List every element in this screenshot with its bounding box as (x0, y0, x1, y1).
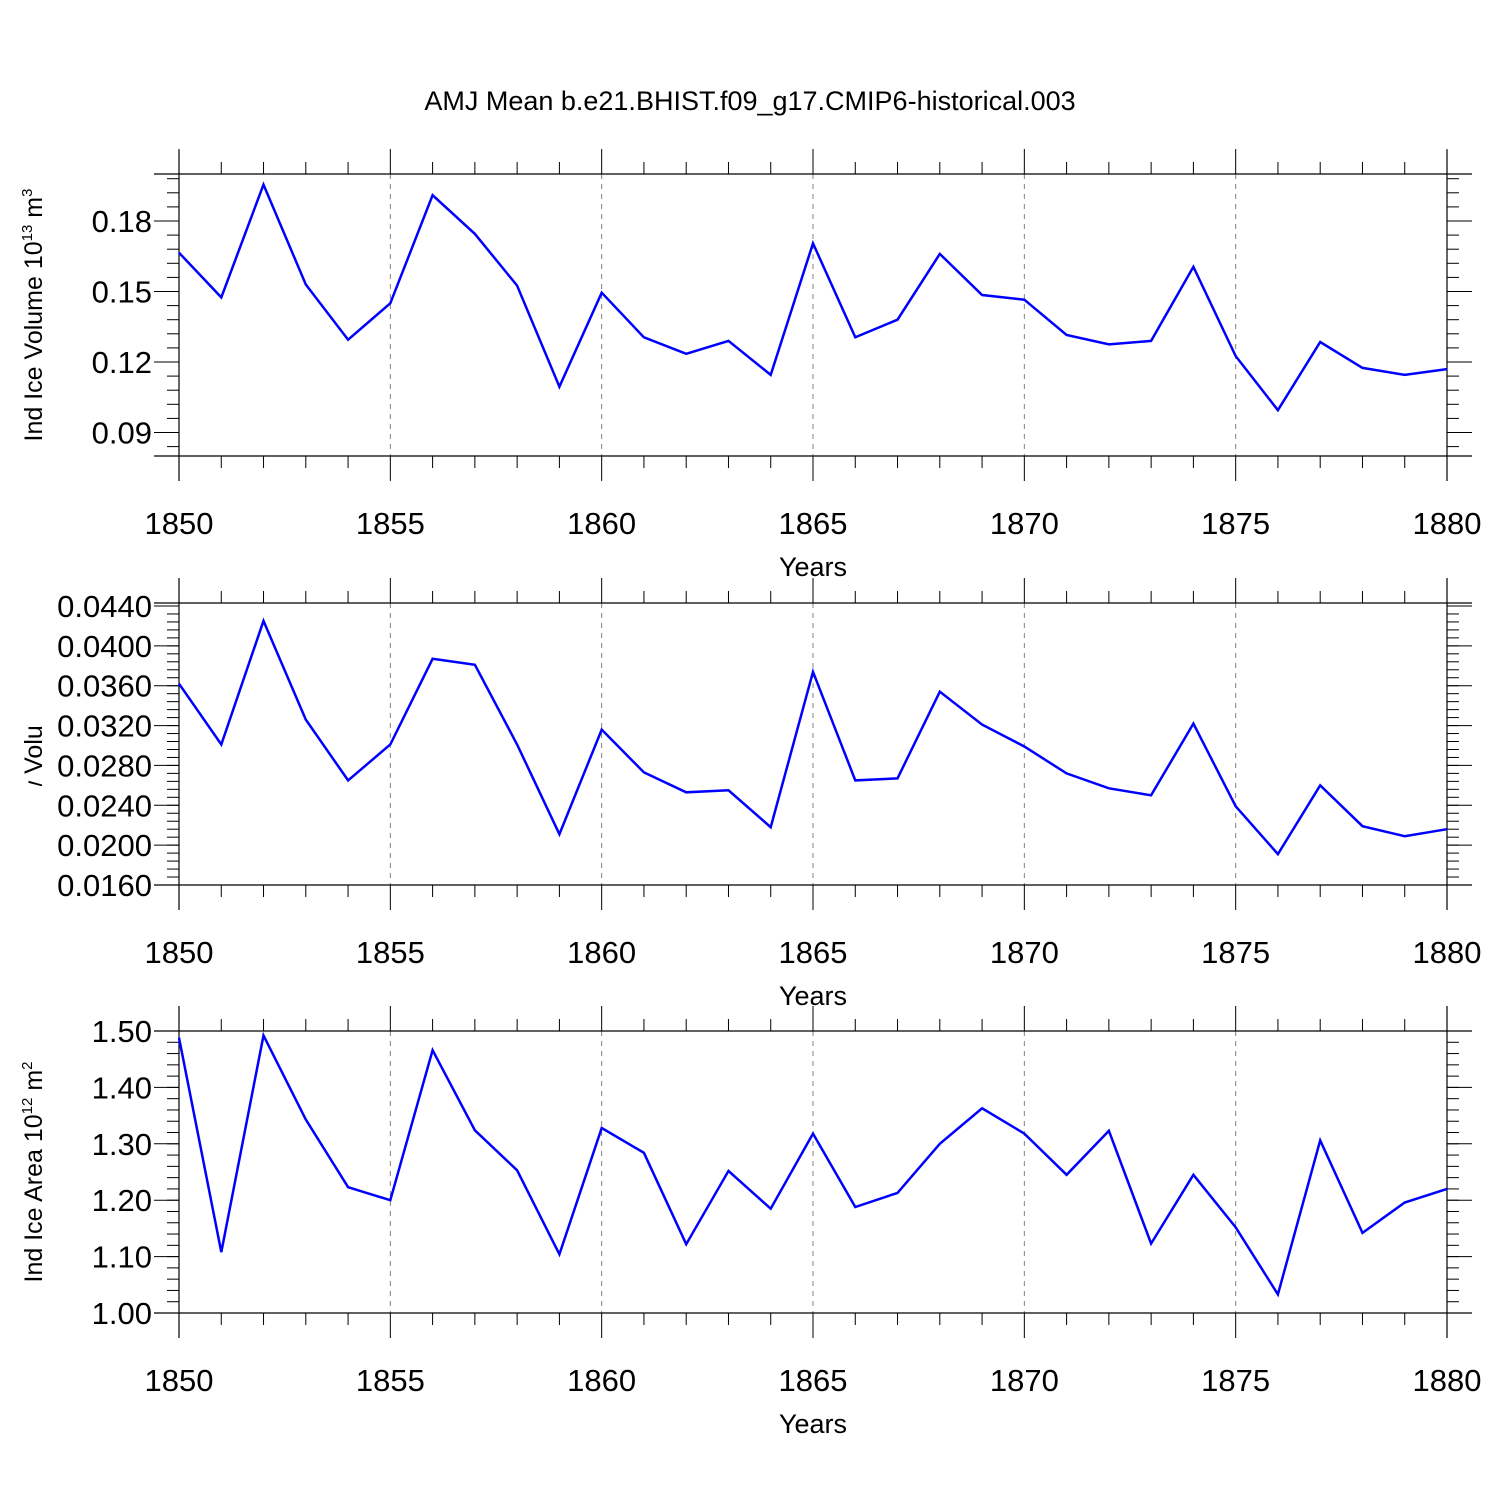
y-tick-label: 0.0360 (57, 669, 152, 704)
y-tick-label: 0.0400 (57, 629, 152, 664)
x-tick-label: 1870 (990, 506, 1059, 541)
x-tick-label: 1875 (1201, 935, 1270, 970)
y-tick-label: 0.15 (92, 275, 152, 310)
x-tick-label: 1870 (990, 935, 1059, 970)
series-line (178, 181, 1448, 413)
x-tick-label: 1860 (567, 1363, 636, 1398)
chart-title: AMJ Mean b.e21.BHIST.f09_g17.CMIP6-histo… (424, 86, 1075, 116)
y-tick-label: 1.10 (92, 1240, 152, 1275)
y-tick-label: 0.09 (92, 416, 152, 451)
panel-snow-volume: 1850 1855 1860 1865 1870 1875 1880Years0.01600… (19, 578, 1482, 1011)
x-tick-label: 1850 (145, 935, 214, 970)
series-line (177, 617, 1448, 857)
x-tick-label: 1875 (1201, 1363, 1270, 1398)
x-tick-label: 1855 (356, 935, 425, 970)
x-tick-label: 1880 (1413, 1363, 1482, 1398)
x-tick-label: 1865 (779, 935, 848, 970)
x-tick-label: 1870 (990, 1363, 1059, 1398)
y-tick-label: 1.00 (92, 1296, 152, 1331)
x-tick-label: 1855 (356, 1363, 425, 1398)
x-tick-label: 1850 (145, 1363, 214, 1398)
y-tick-label: 1.30 (92, 1127, 152, 1162)
x-tick-label: 1880 (1413, 935, 1482, 970)
x-tick-label: 1875 (1201, 506, 1270, 541)
panel-ice-area: 1850 1855 1860 1865 1870 1875 1880 Years 1.00 1.1… (19, 1006, 1481, 1439)
y-tick-label: 0.12 (92, 345, 152, 380)
y-axis-label: Ind Ice Volume 1013 m3 (19, 189, 48, 442)
y-axis-label: Ind Snow Volume 1013 m3 (19, 603, 48, 885)
x-tick-label: 1860 (567, 506, 636, 541)
y-tick-label: 0.0160 (57, 868, 152, 903)
x-tick-label: 1855 (356, 506, 425, 541)
y-tick-label: 1.40 (92, 1070, 152, 1105)
x-tick-label: 1865 (779, 1363, 848, 1398)
y-tick-label: 0.18 (92, 204, 152, 239)
x-tick-label: 1880 (1413, 506, 1482, 541)
y-tick-label: 0.0200 (57, 828, 152, 863)
y-tick-label: 0.0280 (57, 748, 152, 783)
y-tick-label: 0.0320 (57, 709, 152, 744)
series-line (177, 1031, 1448, 1298)
x-axis-label: Years (779, 1409, 847, 1439)
x-tick-label: 1865 (779, 506, 848, 541)
y-tick-label: 0.0240 (57, 788, 152, 823)
y-tick-label: 1.50 (92, 1014, 152, 1049)
y-tick-label: 1.20 (92, 1183, 152, 1218)
y-tick-label: 0.0440 (57, 589, 152, 624)
x-tick-label: 1850 (145, 506, 214, 541)
x-tick-label: 1860 (567, 935, 636, 970)
panel-ice-volume: 1850 1855 1860 1865 1870 1875 1880 Years 0.09 0.1… (19, 149, 1481, 582)
y-axis-label: Ind Ice Area 1012 m2 (19, 1062, 48, 1283)
x-axis-label: Years (779, 552, 847, 582)
